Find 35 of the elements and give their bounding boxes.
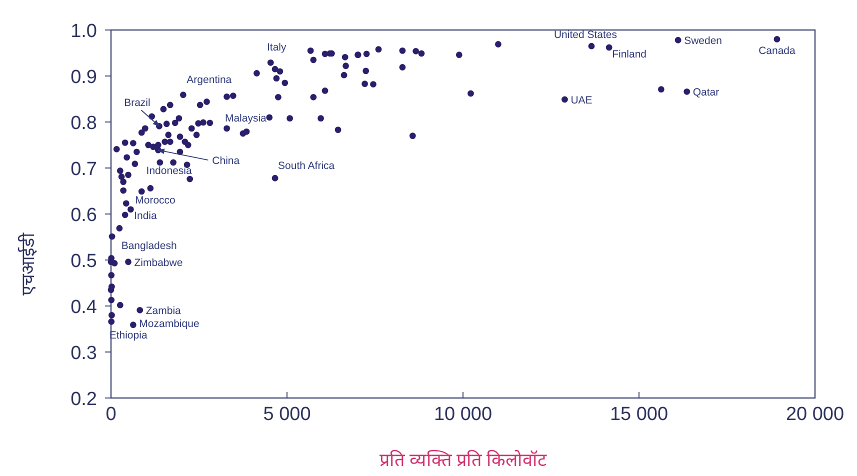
annotation: Qatar [692,86,720,99]
annotation: Finland [612,48,647,60]
annotation: Sweden [684,35,722,48]
x-tick-label: 0 [106,404,116,425]
y-tick-label: 0.3 [70,343,97,364]
annotation: Malaysia [224,112,267,124]
annotation: United States [554,29,618,42]
y-tick-label: 0.9 [70,67,97,88]
annotation: Italy [267,42,288,54]
x-tick-label: 10 000 [434,404,492,425]
x-tick-label: 20 000 [786,404,844,425]
y-tick-label: 0.7 [70,159,97,180]
x-tick-label: 15 000 [610,404,668,425]
y-tick-label: 0.8 [70,113,97,134]
x-tick-label: 5 000 [263,404,311,425]
x-axis-title: प्रति व्यक्ति प्रति किलोवॉट [379,449,548,470]
annotation: Argentina [186,74,232,86]
annotation: UAE [570,94,592,106]
annotation: China [212,155,240,168]
annotation: Canada [758,45,796,58]
y-tick-label: 0.6 [70,205,97,226]
annotation: Zambia [146,305,182,318]
y-axis-title: एचआईडी [17,232,38,296]
annotation: Bangladesh [121,240,177,252]
annotation: Brazil [124,97,150,110]
annotation: South Africa [278,160,335,172]
annotation: Indonesia [146,165,192,178]
y-tick-label: 0.5 [70,251,97,272]
annotation: Mozambique [139,318,200,330]
annotation: Zimbabwe [134,256,183,269]
annotation: India [134,210,158,222]
y-tick-label: 0.4 [70,297,98,318]
y-tick-label: 1.0 [70,21,97,42]
annotation: Morocco [135,194,176,206]
y-tick-label: 0.2 [70,389,97,410]
